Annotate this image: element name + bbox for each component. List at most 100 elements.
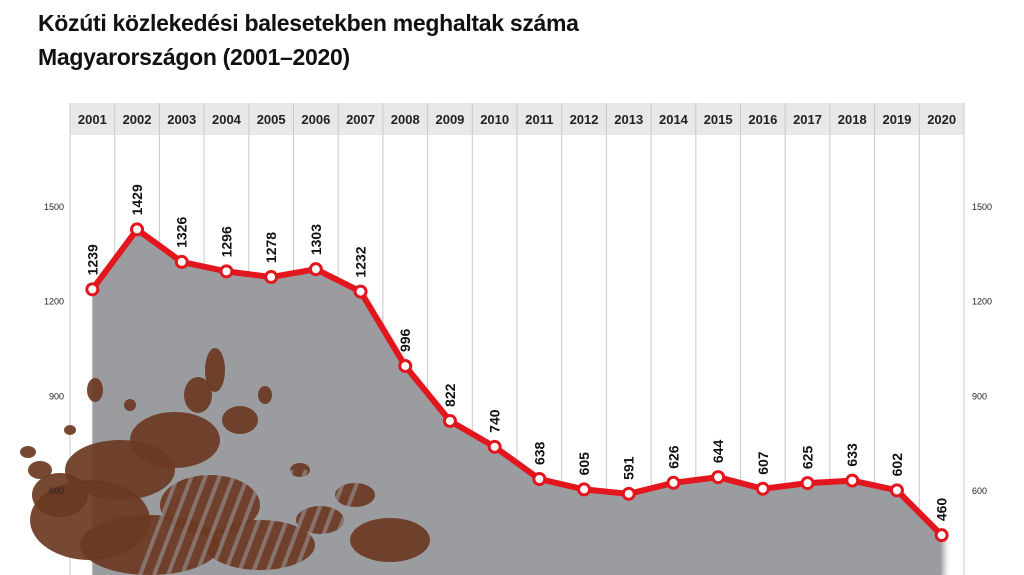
chart-title-line-2: Magyarországon (2001–2020) [38,44,350,70]
value-label: 626 [665,445,681,469]
mud-blob [28,461,52,479]
value-label: 638 [531,441,547,465]
area-fill [92,229,942,575]
mud-blob [124,399,136,411]
data-value-labels: 1239 1429 1326 1296 1278 1303 1232 996 822 740 638… [84,184,949,521]
mud-blob [350,518,430,562]
year-label: 2017 [793,112,822,127]
y-axis-tick-labels: 1500 1500 1200 1200 900 900 600 600 [44,202,992,496]
tire-tread-stripe [264,469,308,575]
mud-blob [32,473,88,517]
mud-blob [64,425,76,435]
mud-blob [87,378,103,402]
value-label: 633 [844,443,860,467]
data-point [398,359,413,374]
data-point [442,413,457,428]
year-label: 2020 [927,112,956,127]
tire-tread-stripe [250,469,294,575]
data-point [308,262,323,277]
data-point [85,282,100,297]
data-point [889,483,904,498]
y-tick-label-right: 1200 [972,297,992,307]
data-point [800,476,815,491]
value-label: 591 [621,456,637,480]
mud-splatter-decoration [20,348,430,575]
chart-title: Közúti közlekedési balesetekben meghalta… [38,6,579,74]
data-line [89,226,945,539]
tire-tread-stripe [320,469,364,575]
value-label: 1239 [84,244,100,275]
data-points [85,222,949,543]
value-label: 822 [442,383,458,407]
year-label: 2010 [480,112,509,127]
value-label: 644 [710,440,726,464]
mud-blob [222,406,258,434]
tire-tread-stripe [152,469,196,575]
year-label: 2004 [212,112,242,127]
year-label: 2002 [123,112,152,127]
tire-tread-stripe [222,469,266,575]
data-point [264,270,279,285]
value-label: 1326 [174,217,190,248]
value-label: 605 [576,452,592,476]
year-label: 2011 [525,112,553,127]
mud-blob [290,463,310,477]
year-label: 2005 [257,112,286,127]
data-point [666,475,681,490]
year-label: 2003 [167,112,196,127]
data-point [532,472,547,487]
data-point [845,473,860,488]
data-point [487,439,502,454]
data-point [621,486,636,501]
value-label: 1278 [263,232,279,263]
area-fill-path [92,229,942,575]
mud-blob [130,412,220,468]
tire-tread-stripe [208,469,252,575]
x-axis-year-labels: 2001 2002 2003 2004 2005 2006 2007 2008 2009 2010… [78,112,956,127]
value-label: 1296 [218,226,234,257]
tire-tread-stripe [166,469,210,575]
data-point [755,481,770,496]
year-label: 2015 [704,112,733,127]
mud-blob [20,446,36,458]
series-line [89,226,945,539]
y-tick-label-right: 600 [972,486,987,496]
y-tick-label-left: 1500 [44,202,64,212]
value-label: 1429 [129,184,145,215]
year-label: 2014 [659,112,689,127]
value-label: 996 [397,328,413,352]
data-point [130,222,145,237]
value-label: 625 [800,446,816,470]
chart-title-line-1: Közúti közlekedési balesetekben meghalta… [38,10,579,36]
data-point [711,470,726,485]
year-label: 2012 [570,112,599,127]
mud-blob [335,483,375,507]
y-tick-label-right: 1500 [972,202,992,212]
year-label: 2016 [748,112,777,127]
tire-tread-stripe [306,469,350,575]
mud-blob [205,348,225,392]
value-label: 740 [487,409,503,433]
tire-tread-stripe [180,469,224,575]
tire-tread-stripe [278,469,322,575]
y-tick-label-left: 600 [49,486,64,496]
y-tick-label-left: 1200 [44,297,64,307]
year-label: 2013 [614,112,643,127]
value-label: 1232 [353,246,369,277]
mud-blob [258,386,272,404]
y-tick-label-left: 900 [49,391,64,401]
year-label: 2009 [435,112,464,127]
tire-tread-stripe [236,469,280,575]
y-tick-label-right: 900 [972,391,987,401]
value-label: 602 [889,453,905,477]
year-label: 2007 [346,112,375,127]
data-point [934,528,949,543]
year-label: 2008 [391,112,420,127]
tire-tread-stripe [194,469,238,575]
tire-tread-stripe [292,469,336,575]
data-point [353,284,368,299]
value-label: 607 [755,451,771,475]
data-point [174,254,189,269]
mud-blob [184,377,212,413]
